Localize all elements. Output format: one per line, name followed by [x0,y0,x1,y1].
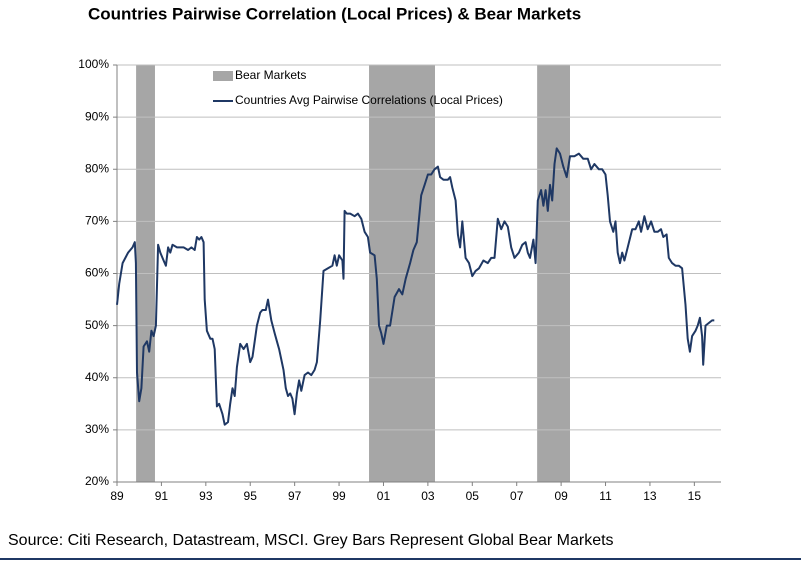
x-tick-label: 03 [421,489,435,503]
x-tick-label: 99 [332,489,346,503]
x-tick-label: 11 [599,489,612,503]
x-tick-label: 95 [244,489,258,503]
x-tick-label: 09 [554,489,568,503]
y-tick-label: 80% [85,161,109,175]
y-tick-label: 70% [85,214,109,228]
x-tick-label: 97 [288,489,302,503]
y-tick-label: 20% [85,474,109,488]
legend-label: Countries Avg Pairwise Correlations (Loc… [235,93,503,107]
x-tick-label: 89 [110,489,124,503]
x-tick-label: 13 [643,489,657,503]
legend-swatch [213,71,233,81]
legend-label: Bear Markets [235,68,306,82]
x-tick-label: 15 [688,489,702,503]
y-tick-label: 40% [85,370,109,384]
x-tick-label: 07 [510,489,524,503]
y-tick-label: 60% [85,266,109,280]
series-line [116,147,715,426]
x-tick-label: 05 [466,489,480,503]
y-tick-label: 100% [78,57,109,71]
x-tick-label: 93 [199,489,213,503]
chart-title: Countries Pairwise Correlation (Local Pr… [88,4,581,23]
source-note: Source: Citi Research, Datastream, MSCI.… [8,532,614,549]
x-tick-label: 91 [155,489,169,503]
x-tick-label: 01 [377,489,391,503]
y-tick-label: 90% [85,109,109,123]
y-tick-label: 30% [85,422,109,436]
y-tick-label: 50% [85,318,109,332]
